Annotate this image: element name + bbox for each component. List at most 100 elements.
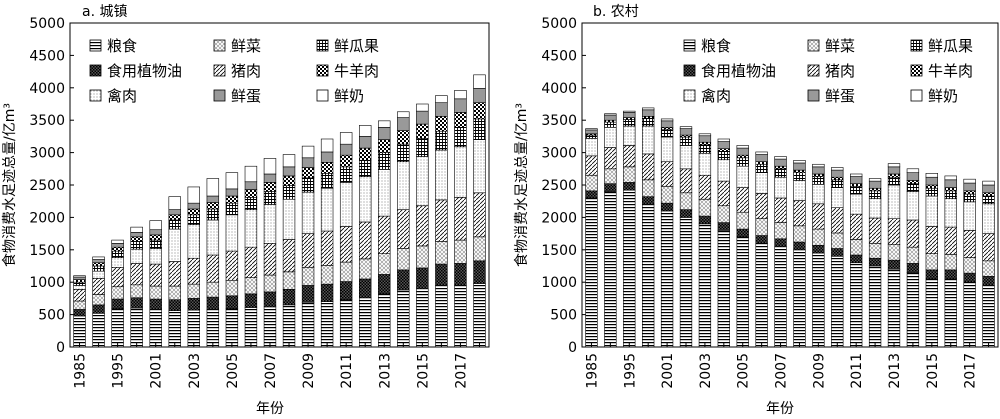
bar-segment-urban-2002-鲜蛋 — [168, 209, 181, 216]
bar-segment-rural-2008-牛羊肉 — [793, 169, 806, 173]
bar-segment-rural-2010-鲜瓜果 — [831, 179, 844, 188]
bar-segment-rural-2006-鲜蛋 — [755, 154, 768, 162]
bar-segment-urban-2008-食用植物油 — [282, 289, 296, 306]
bar-segment-rural-2010-食用植物油 — [831, 248, 844, 257]
x-tick-label: 1995 — [111, 353, 127, 389]
x-tick-label: 2007 — [263, 353, 279, 389]
bar-segment-rural-2016-鲜蛋 — [944, 179, 957, 188]
bar-segment-urban-2013-食用植物油 — [378, 274, 391, 295]
bar-segment-urban-2012-牛羊肉 — [359, 147, 372, 161]
bar-segment-urban-2014-食用植物油 — [397, 269, 410, 291]
bar-segment-rural-2015-粮食 — [925, 278, 938, 348]
bar-segment-rural-2011-鲜蛋 — [850, 176, 863, 185]
bar-segment-urban-2009-猪肉 — [301, 233, 315, 268]
bar-segment-rural-2018-牛羊肉 — [982, 192, 995, 197]
bar-segment-rural-1985-鲜菜 — [585, 174, 598, 192]
bar-segment-rural-2002-鲜奶 — [679, 126, 693, 129]
bar-segment-urban-2008-禽肉 — [282, 198, 296, 240]
bar-segment-urban-2014-猪肉 — [397, 209, 410, 249]
bar-segment-urban-2014-牛羊肉 — [397, 130, 410, 145]
bar-segment-urban-2013-禽肉 — [378, 169, 391, 217]
bar-segment-urban-2012-禽肉 — [359, 176, 372, 223]
bar-segment-urban-2016-牛羊肉 — [435, 116, 448, 132]
bar-segment-rural-2015-食用植物油 — [925, 269, 938, 280]
bar-segment-rural-2017-粮食 — [963, 281, 976, 348]
legend-swatch — [807, 89, 820, 102]
bar-segment-rural-2018-鲜瓜果 — [982, 195, 995, 205]
bar-segment-rural-2010-猪肉 — [831, 207, 844, 234]
x-tick-label: 2013 — [887, 353, 903, 389]
bar-segment-rural-2002-鲜菜 — [679, 192, 693, 210]
bar-segment-urban-2001-鲜菜 — [149, 285, 162, 300]
y-tick-label: 2000 — [541, 210, 577, 226]
bar-segment-rural-2011-鲜菜 — [850, 239, 863, 256]
bar-segment-urban-2006-鲜瓜果 — [244, 197, 258, 210]
bar-segment-urban-2010-牛羊肉 — [320, 162, 334, 174]
bar-segment-urban-2014-鲜蛋 — [397, 117, 410, 131]
bar-segment-urban-2013-鲜菜 — [378, 253, 391, 275]
bar-segment-rural-2016-禽肉 — [944, 198, 957, 228]
bar-segment-rural-2017-鲜蛋 — [963, 182, 976, 192]
bar-segment-urban-2001-禽肉 — [149, 248, 162, 265]
x-tick-label: 2005 — [736, 353, 752, 389]
bar-segment-urban-1985-禽肉 — [73, 285, 86, 290]
y-tick-label: 3500 — [541, 113, 577, 129]
bar-segment-urban-1985-鲜瓜果 — [73, 281, 86, 286]
bar-segment-urban-2018-猪肉 — [473, 192, 486, 238]
bar-segment-urban-2018-鲜菜 — [473, 236, 486, 262]
bar-segment-rural-2015-鲜菜 — [925, 253, 938, 271]
bar-segment-urban-2013-粮食 — [378, 293, 391, 348]
bar-segment-urban-2016-鲜瓜果 — [435, 130, 448, 151]
bar-segment-urban-2015-食用植物油 — [416, 267, 429, 289]
x-tick-label: 2003 — [698, 353, 714, 389]
bar-segment-urban-1995-禽肉 — [111, 257, 124, 268]
y-tick-label: 2000 — [29, 210, 65, 226]
bar-segment-rural-2012-食用植物油 — [868, 257, 882, 267]
plot-area-urban: 0 500 1000 1500 2000 2500 3000 3500 4000 4500 5000… — [29, 16, 490, 389]
bar-segment-rural-2004-粮食 — [717, 230, 730, 348]
bar-segment-rural-2008-禽肉 — [793, 180, 806, 201]
y-tick-label: 3500 — [29, 113, 65, 129]
y-tick-label: 4000 — [29, 81, 65, 97]
bar-segment-rural-2002-食用植物油 — [679, 209, 693, 218]
bar-segment-urban-2004-鲜蛋 — [206, 195, 220, 203]
bar-segment-urban-2005-鲜菜 — [225, 279, 239, 297]
x-tick-label: 2013 — [377, 353, 393, 389]
x-axis-label-urban: 年份 — [256, 401, 284, 417]
bar-segment-rural-1995-鲜菜 — [623, 166, 636, 183]
bar-segment-urban-2002-粮食 — [168, 310, 181, 348]
bar-segment-rural-2017-鲜奶 — [963, 178, 976, 184]
x-tick-label: 2007 — [774, 353, 790, 389]
bar-segment-rural-2016-鲜瓜果 — [944, 190, 957, 199]
bar-segment-urban-1990-鲜菜 — [92, 294, 105, 306]
legend-swatch — [213, 64, 226, 77]
bar-segment-urban-2006-食用植物油 — [244, 293, 258, 308]
bar-segment-urban-1990-牛羊肉 — [92, 262, 105, 267]
bar-segment-rural-2008-粮食 — [793, 249, 806, 348]
bar-segment-rural-2011-禽肉 — [850, 193, 863, 215]
legend-label: 粮食 — [107, 37, 137, 55]
bar-segment-urban-2009-鲜奶 — [301, 145, 315, 159]
bar-segment-rural-2004-牛羊肉 — [717, 148, 730, 152]
bar-segment-urban-2015-禽肉 — [416, 156, 429, 207]
bar-segment-rural-2015-鲜蛋 — [925, 176, 938, 186]
legend-label: 食用植物油 — [701, 62, 776, 80]
bar-segment-urban-2009-鲜菜 — [301, 266, 315, 286]
bar-segment-rural-2008-鲜菜 — [793, 225, 806, 243]
legend-label: 鲜瓜果 — [928, 37, 973, 55]
bar-segment-urban-2004-鲜菜 — [206, 281, 220, 298]
bar-segment-urban-2012-猪肉 — [359, 221, 372, 260]
bar-segment-urban-2015-猪肉 — [416, 205, 429, 247]
bar-segment-urban-1985-鲜蛋 — [73, 276, 86, 280]
bar-segment-rural-2007-食用植物油 — [774, 238, 787, 247]
bar-segment-rural-2011-牛羊肉 — [850, 183, 863, 187]
plot-area-rural: 0 500 1000 1500 2000 2500 3000 3500 4000 4500 5000… — [541, 16, 999, 389]
bar-segment-urban-2005-鲜蛋 — [225, 188, 239, 197]
bar-segment-rural-2014-鲜菜 — [906, 246, 920, 264]
bar-segment-urban-2002-鲜奶 — [168, 196, 181, 210]
bar-segment-urban-2005-粮食 — [225, 308, 239, 348]
y-tick-label: 4500 — [29, 48, 65, 64]
bar-segment-urban-2006-鲜奶 — [244, 165, 258, 183]
bar-segment-rural-2011-猪肉 — [850, 213, 863, 240]
